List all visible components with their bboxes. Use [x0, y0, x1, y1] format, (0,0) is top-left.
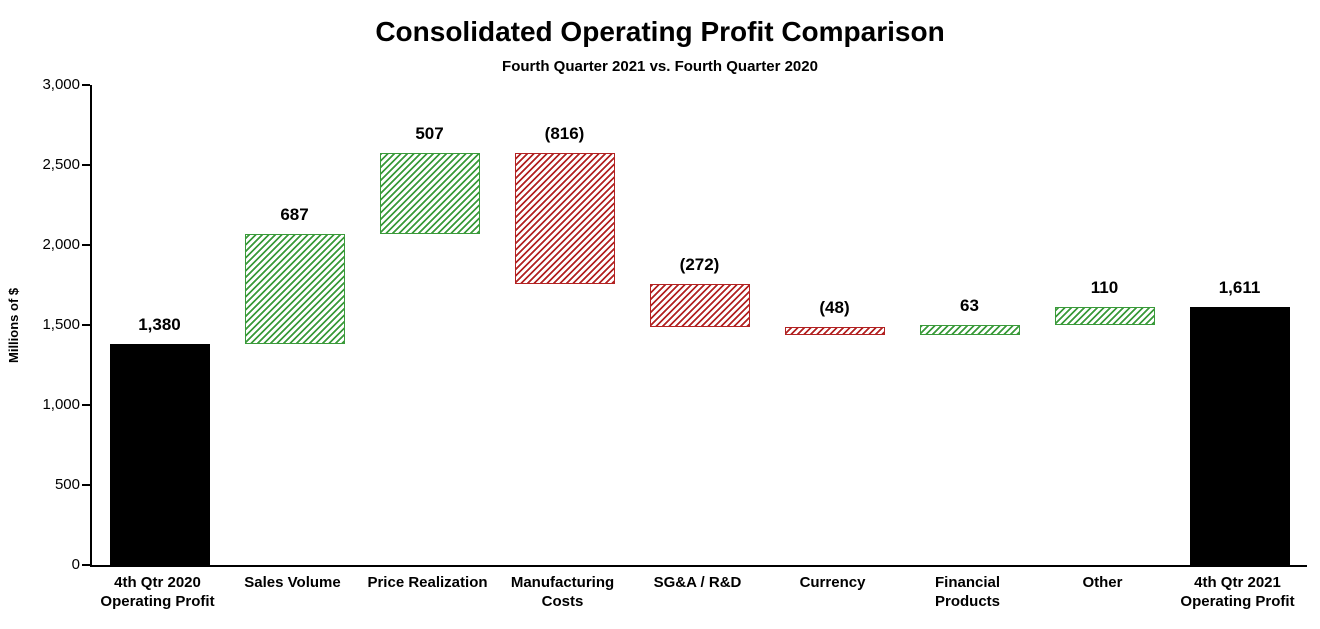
bar-increase-6	[919, 324, 1020, 335]
x-axis-label-line: Products	[934, 593, 1000, 610]
bar-decrease-5	[784, 327, 885, 335]
bar-value-label-0: 1,380	[138, 315, 181, 335]
y-tick-mark-0	[82, 564, 90, 566]
x-axis-label-1: Sales Volume	[225, 573, 360, 592]
x-axis-label-4: SG&A / R&D	[630, 573, 765, 592]
bar-value-label-7: 110	[1090, 278, 1119, 298]
y-tick-label-6: 3,000	[42, 76, 80, 93]
y-tick-label-2: 1,000	[42, 396, 80, 413]
chart-title: Consolidated Operating Profit Comparison	[375, 16, 945, 47]
bar-increase-7	[1054, 307, 1155, 325]
bar-value-label-8: 1,611	[1218, 278, 1261, 298]
x-axis-label-line: Operating Profit	[100, 593, 215, 610]
bar-total-8	[1189, 307, 1290, 565]
bar-value-label-1: 687	[280, 205, 309, 225]
x-axis-label-line: Manufacturing	[510, 574, 615, 591]
y-tick-mark-2	[82, 404, 90, 406]
bar-value-label-4: (272)	[679, 254, 720, 274]
y-tick-mark-3	[82, 324, 90, 326]
bar-increase-1	[244, 234, 345, 345]
x-axis-label-line: Sales Volume	[244, 574, 341, 591]
x-axis-label-line: 4th Qtr 2020	[114, 574, 201, 591]
bar-decrease-3	[514, 153, 615, 284]
x-axis-label-line: Currency	[799, 574, 866, 591]
y-tick-label-5: 2,500	[42, 156, 80, 173]
chart-subtitle: Fourth Quarter 2021 vs. Fourth Quarter 2…	[502, 58, 818, 75]
y-tick-mark-4	[82, 244, 90, 246]
x-axis-label-8: 4th Qtr 2021 Operating Profit	[1170, 573, 1305, 611]
x-axis-label-3: Manufacturing Costs	[495, 573, 630, 611]
y-tick-mark-6	[82, 84, 90, 86]
bar-value-label-5: (48)	[819, 298, 850, 318]
bar-increase-2	[379, 153, 480, 235]
plot-area: 1,380 687 507 (816) (272) (48) 63 110 1,611	[90, 85, 1307, 567]
x-axis-label-line: Financial	[934, 574, 1001, 591]
x-axis-labels: 4th Qtr 2020 Operating Profit Sales Volume…	[90, 573, 1305, 623]
x-axis-label-line: 4th Qtr 2021	[1194, 574, 1281, 591]
y-tick-mark-1	[82, 484, 90, 486]
x-axis-label-line: SG&A / R&D	[653, 574, 742, 591]
x-axis-label-line: Price Realization	[367, 574, 488, 591]
bar-decrease-4	[649, 283, 750, 328]
y-tick-label-0: 0	[71, 556, 80, 573]
bar-value-label-2: 507	[415, 124, 444, 144]
x-axis-label-7: Other	[1035, 573, 1170, 592]
x-axis-label-line: Other	[1082, 574, 1123, 591]
y-tick-label-3: 1,500	[42, 316, 80, 333]
x-axis-label-line: Costs	[541, 593, 584, 610]
x-axis-label-2: Price Realization	[360, 573, 495, 592]
x-axis-label-line: Operating Profit	[1180, 593, 1295, 610]
x-axis-label-6: Financial Products	[900, 573, 1035, 611]
x-axis-label-0: 4th Qtr 2020 Operating Profit	[90, 573, 225, 611]
y-tick-mark-5	[82, 164, 90, 166]
bar-value-label-6: 63	[960, 295, 979, 315]
bar-value-label-3: (816)	[544, 124, 585, 144]
x-axis-label-5: Currency	[765, 573, 900, 592]
y-tick-label-4: 2,000	[42, 236, 80, 253]
y-tick-label-1: 500	[54, 476, 80, 493]
bar-total-0	[109, 344, 210, 565]
